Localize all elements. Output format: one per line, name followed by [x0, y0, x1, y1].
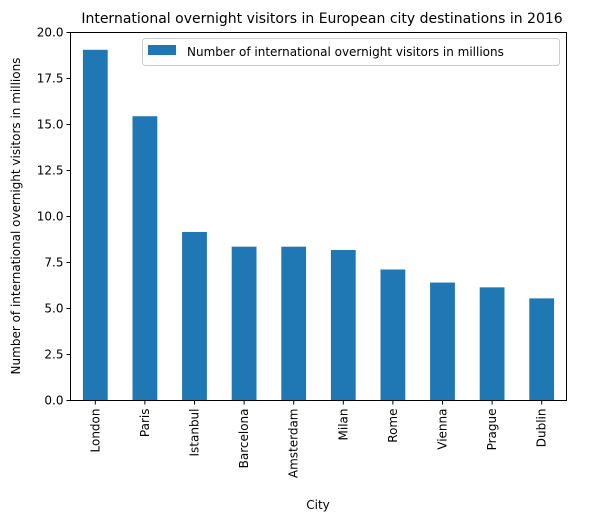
- bars: [82, 49, 555, 401]
- plot-frame: [70, 32, 567, 401]
- x-tick-label: London: [88, 409, 102, 453]
- x-tick-label: Prague: [485, 409, 499, 451]
- legend: Number of international overnight visito…: [142, 38, 560, 66]
- y-axis-label: Number of international overnight visito…: [9, 58, 23, 375]
- legend-label: Number of international overnight visito…: [187, 45, 504, 59]
- bar: [529, 298, 555, 401]
- bar: [330, 249, 356, 401]
- legend-swatch: [148, 45, 176, 55]
- y-tick-label: 10.0: [37, 210, 64, 224]
- bar: [182, 231, 207, 401]
- bar: [430, 282, 455, 401]
- bar: [479, 287, 505, 401]
- x-tick-label: Barcelona: [237, 409, 251, 469]
- y-tick-label: 0.0: [44, 394, 63, 408]
- x-tick-label: Istanbul: [188, 409, 202, 457]
- x-tick-label: Dublin: [535, 409, 549, 448]
- y-tick-label: 7.5: [44, 256, 63, 270]
- y-tick-label: 5.0: [44, 302, 63, 316]
- bar: [380, 269, 406, 401]
- x-tick-label: Rome: [386, 409, 400, 443]
- bar: [281, 246, 307, 401]
- bar: [132, 116, 158, 401]
- bar: [82, 49, 108, 401]
- y-tick-label: 17.5: [37, 72, 64, 86]
- y-tick-label: 20.0: [37, 26, 64, 40]
- y-tick-label: 15.0: [37, 118, 64, 132]
- x-axis-ticks: London Paris Istanbul Barcelona Amsterdam Mil…: [88, 400, 549, 479]
- bar: [231, 246, 257, 401]
- x-tick-label: Paris: [138, 409, 152, 438]
- legend-box: [142, 38, 560, 66]
- x-tick-label: Amsterdam: [287, 409, 301, 479]
- y-tick-label: 12.5: [37, 164, 64, 178]
- y-axis-ticks: 0.0 2.5 5.0 7.5 10.0 12.5 15.0 17.5 20.0: [37, 26, 71, 408]
- x-axis-label: City: [306, 498, 330, 512]
- x-tick-label: Milan: [336, 409, 350, 441]
- chart-title: International overnight visitors in Euro…: [81, 11, 562, 27]
- y-tick-label: 2.5: [44, 348, 63, 362]
- x-tick-label: Vienna: [436, 409, 450, 450]
